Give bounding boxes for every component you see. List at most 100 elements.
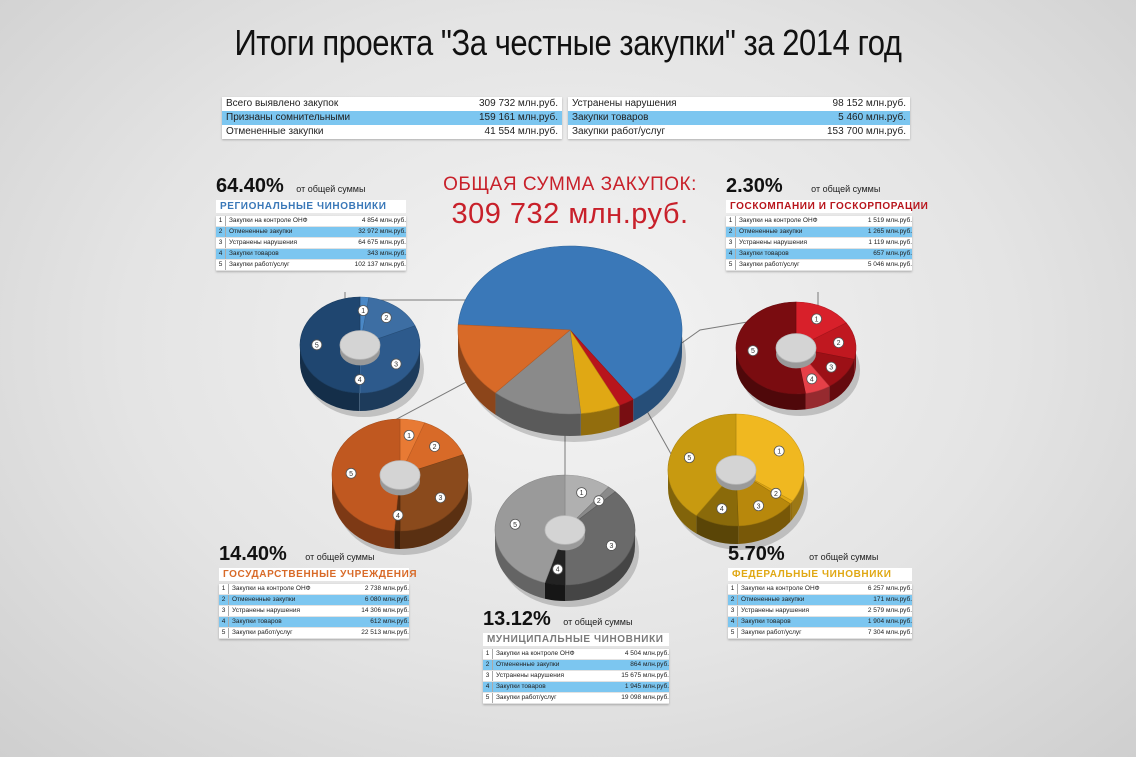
municipal-percent-caption: от общей суммы (563, 617, 633, 627)
slice-marker (380, 312, 392, 323)
gosuch-title: ГОСУДАРСТВЕННЫЕ УЧРЕЖДЕНИЯ (219, 568, 417, 581)
row-number: 4 (216, 249, 226, 259)
row-number: 2 (726, 227, 736, 237)
block-goscomp: 2.30% от общей суммы ГОСКОМПАНИИ И ГОСКО… (726, 175, 928, 271)
slice-marker-number: 1 (361, 308, 365, 315)
slice-marker (770, 487, 782, 499)
row-value: 22 513 млн.руб. (361, 629, 409, 636)
federal-title: ФЕДЕРАЛЬНЫЕ ЧИНОВНИКИ (728, 568, 912, 581)
slice-marker (825, 361, 837, 373)
row-label: Закупки работ/услуг (232, 629, 293, 636)
row-value: 2 579 млн.руб. (867, 607, 912, 614)
gosuch-percent-caption: от общей суммы (305, 552, 375, 562)
row-value: 657 млн.руб. (873, 250, 912, 257)
donut-gosuch-hub (379, 460, 421, 490)
slice-marker (429, 441, 441, 452)
row-value: 4 504 млн.руб. (624, 650, 669, 657)
slice-marker-number: 4 (720, 506, 724, 513)
donut-federal-side (696, 515, 739, 544)
row-number: 4 (483, 682, 493, 692)
donut-municipal-slice (564, 491, 636, 586)
row-value: 1 519 млн.руб. (867, 217, 912, 224)
main-pie-slice (494, 329, 582, 415)
donut-municipal: 1 2 3 4 5 (494, 474, 639, 607)
federal-percent: 5.70% (728, 543, 785, 565)
table-row: 4 Закупки товаров 1 904 млн.руб. (728, 617, 912, 628)
row-label: Закупки работ/услуг (229, 261, 290, 268)
donut-gosuch-side (394, 530, 401, 549)
gosuch-table: 1 Закупки на контроле ОНФ 2 738 млн.руб. 2 О… (219, 584, 409, 639)
slice-marker-number: 3 (829, 365, 833, 372)
total-sum-label: ОБЩАЯ СУММА ЗАКУПОК: (443, 174, 697, 195)
row-number: 5 (216, 260, 226, 270)
slice-marker (390, 358, 402, 370)
row-label: Отмененные закупки (232, 596, 296, 603)
slice-marker (833, 337, 845, 349)
row-label: Закупки на контроле ОНФ (496, 650, 575, 657)
row-number: 3 (483, 671, 493, 681)
row-label: Закупки на контроле ОНФ (741, 585, 820, 592)
row-value: 32 972 млн.руб. (358, 228, 406, 235)
row-number: 5 (219, 628, 229, 638)
row-value: 19 098 млн.руб. (621, 694, 669, 701)
row-label: Закупки работ/услуг (741, 629, 802, 636)
table-row: 5 Закупки работ/услуг 5 046 млн.руб. (726, 260, 912, 271)
table-row: 2 Отмененные закупки 171 млн.руб. (728, 595, 912, 606)
row-label: Закупки товаров (232, 618, 282, 625)
regional-percent-caption: от общей суммы (296, 184, 366, 194)
donut-municipal-side (544, 582, 565, 601)
donut-goscomp-side (805, 386, 830, 410)
slice-marker-number: 5 (751, 348, 755, 355)
row-label: Закупки товаров (741, 618, 791, 625)
table-row: 5 Закупки работ/услуг 19 098 млн.руб. (483, 693, 669, 704)
row-number: 5 (726, 260, 736, 270)
row-number: 2 (219, 595, 229, 605)
total-sum-value: 309 732 млн.руб. (451, 198, 689, 230)
row-value: 1 904 млн.руб. (867, 618, 912, 625)
row-value: 5 046 млн.руб. (867, 261, 912, 268)
gosuch-percent: 14.40% (219, 543, 287, 565)
donut-municipal-side (495, 530, 545, 599)
row-label: Отмененные закупки (739, 228, 803, 235)
summary-row-value: 5 460 млн.руб. (838, 112, 906, 123)
summary-row: Признаны сомнительными 159 161 млн.руб. (222, 111, 562, 125)
summary-row: Отмененные закупки 41 554 млн.руб. (222, 125, 562, 139)
main-pie-slice (457, 245, 683, 400)
row-label: Закупки на контроле ОНФ (739, 217, 818, 224)
row-number: 5 (483, 693, 493, 703)
slice-marker (683, 452, 695, 464)
municipal-title: МУНИЦИПАЛЬНЫЕ ЧИНОВНИКИ (483, 633, 669, 646)
row-label: Отмененные закупки (229, 228, 293, 235)
slice-marker-number: 3 (609, 543, 613, 550)
row-value: 14 306 млн.руб. (361, 607, 409, 614)
donut-municipal-hub (544, 515, 586, 545)
row-number: 2 (216, 227, 226, 237)
table-row: 1 Закупки на контроле ОНФ 1 519 млн.руб. (726, 216, 912, 227)
donut-goscomp: 1 2 3 4 5 (735, 301, 860, 416)
summary-row: Всего выявлено закупок 309 732 млн.руб. (222, 97, 562, 111)
row-value: 343 млн.руб. (367, 250, 406, 257)
slice-marker-number: 4 (810, 376, 814, 383)
slice-marker-number: 5 (513, 522, 517, 529)
goscomp-percent: 2.30% (726, 175, 783, 197)
row-value: 4 854 млн.руб. (361, 217, 406, 224)
table-row: 1 Закупки на контроле ОНФ 4 504 млн.руб. (483, 649, 669, 660)
slice-marker (345, 467, 357, 479)
summary-row-label: Признаны сомнительными (226, 112, 351, 123)
row-value: 2 738 млн.руб. (364, 585, 409, 592)
federal-percent-caption: от общей суммы (809, 552, 879, 562)
slice-marker (773, 445, 785, 457)
goscomp-table: 1 Закупки на контроле ОНФ 1 519 млн.руб. 2 О… (726, 216, 912, 271)
row-number: 2 (483, 660, 493, 670)
slice-marker (435, 492, 446, 504)
row-value: 1 119 млн.руб. (868, 239, 912, 246)
slice-marker (403, 429, 415, 441)
municipal-percent: 13.12% (483, 608, 551, 630)
row-label: Отмененные закупки (496, 661, 560, 668)
main-pie-side (458, 330, 496, 415)
summary-row-label: Отмененные закупки (226, 126, 324, 137)
donut-goscomp-slice (735, 301, 806, 395)
row-value: 6 080 млн.руб. (364, 596, 409, 603)
table-row: 3 Устранены нарушения 14 306 млн.руб. (219, 606, 409, 617)
